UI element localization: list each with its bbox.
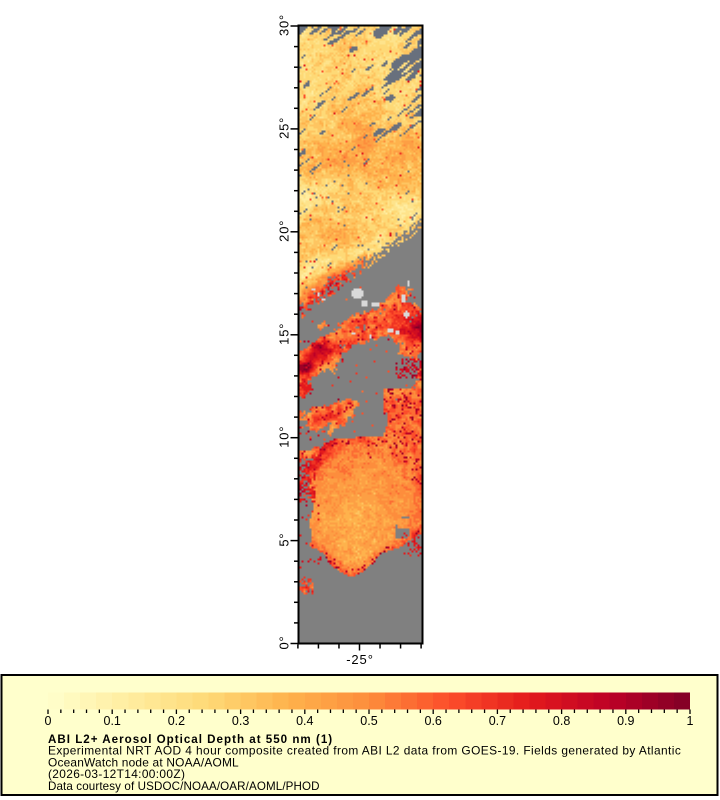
- svg-text:0.6: 0.6: [425, 714, 442, 728]
- svg-text:20°: 20°: [277, 220, 292, 242]
- svg-text:0.5: 0.5: [360, 714, 377, 728]
- svg-text:0.9: 0.9: [617, 714, 634, 728]
- svg-text:10°: 10°: [277, 426, 292, 448]
- svg-text:15°: 15°: [277, 323, 292, 345]
- svg-text:ABI L2+ Aerosol Optical Depth: ABI L2+ Aerosol Optical Depth at 550 nm …: [48, 733, 333, 746]
- svg-text:0.4: 0.4: [296, 714, 313, 728]
- svg-text:25°: 25°: [277, 117, 292, 139]
- svg-text:0.7: 0.7: [489, 714, 506, 728]
- svg-text:30°: 30°: [277, 14, 292, 36]
- svg-text:(2026-03-12T14:00:00Z): (2026-03-12T14:00:00Z): [48, 767, 185, 781]
- svg-text:0°: 0°: [277, 635, 292, 649]
- svg-text:0.1: 0.1: [104, 714, 121, 728]
- svg-text:Data courtesy of USDOC/NOAA/OA: Data courtesy of USDOC/NOAA/OAR/AOML/PHO…: [48, 780, 320, 793]
- svg-text:0: 0: [45, 714, 52, 728]
- svg-text:OceanWatch node at NOAA/AOML: OceanWatch node at NOAA/AOML: [48, 755, 239, 769]
- svg-text:Experimental NRT AOD 4 hour co: Experimental NRT AOD 4 hour composite cr…: [48, 744, 681, 758]
- svg-text:0.3: 0.3: [232, 714, 249, 728]
- svg-text:-25°: -25°: [346, 652, 374, 667]
- svg-text:0.2: 0.2: [168, 714, 185, 728]
- svg-text:1: 1: [687, 714, 694, 728]
- svg-text:5°: 5°: [277, 533, 292, 547]
- svg-text:0.8: 0.8: [553, 714, 570, 728]
